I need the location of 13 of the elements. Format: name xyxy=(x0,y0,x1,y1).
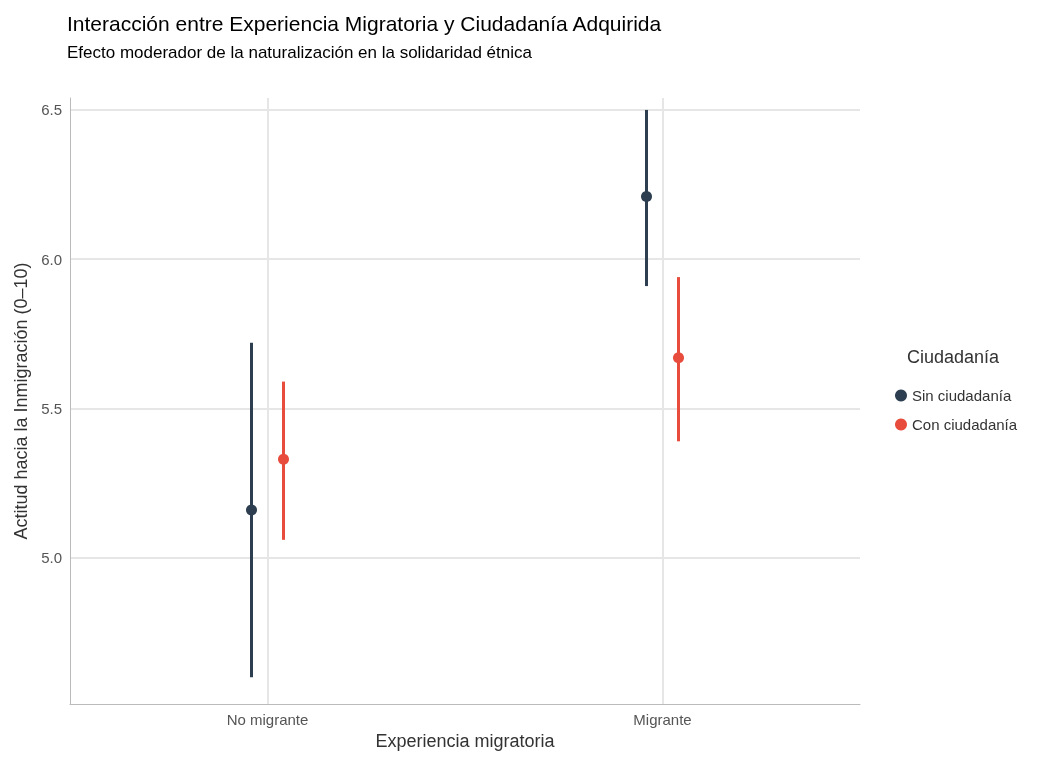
y-tick-label: 6.5 xyxy=(41,101,62,119)
x-axis-title: Experiencia migratoria xyxy=(375,731,556,751)
legend-title: Ciudadanía xyxy=(906,347,1000,367)
chart-title: Interacción entre Experiencia Migratoria y Ciudadanía Adquirida xyxy=(67,12,662,35)
chart-subtitle: Efecto moderador de la naturalización en la solidaridad étnica xyxy=(67,43,533,62)
y-axis-title: Actitud hacia la Inmigración (0–10) xyxy=(11,262,31,540)
x-tick-label: Migrante xyxy=(633,711,692,728)
legend-label: Con ciudadanía xyxy=(912,416,1018,433)
x-tick-label: No migrante xyxy=(226,711,309,728)
legend-label: Sin ciudadanía xyxy=(912,387,1012,404)
y-tick-label: 5.0 xyxy=(41,549,62,567)
y-tick-label: 5.5 xyxy=(41,399,62,417)
y-tick-label: 6.0 xyxy=(41,250,62,268)
